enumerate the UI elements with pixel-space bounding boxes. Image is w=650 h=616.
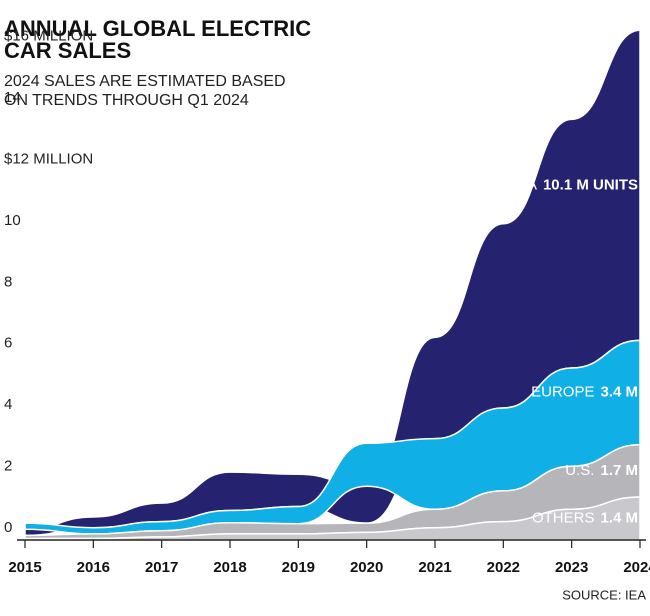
- value-label: 1.4 M: [600, 509, 638, 526]
- value-label: 1.7 M: [600, 462, 638, 479]
- y-tick-label: 10: [4, 212, 21, 229]
- y-tick-label: 2: [4, 458, 12, 475]
- y-tick-label: 6: [4, 335, 12, 352]
- series-label: CHINA: [490, 176, 537, 193]
- x-tick-label: 2016: [77, 559, 110, 576]
- x-tick-label: 2018: [213, 559, 246, 576]
- x-tick-label: 2021: [418, 559, 451, 576]
- chart-subtitle: 2024 SALES ARE ESTIMATED BASED ON TRENDS…: [4, 73, 290, 109]
- y-tick-label: 8: [4, 273, 12, 290]
- x-tick-label: 2022: [487, 559, 520, 576]
- source: SOURCE: IEA: [562, 587, 646, 602]
- series-label: U.S.: [565, 462, 594, 479]
- value-label: 3.4 M: [600, 384, 638, 401]
- y-tick-label: 0: [4, 519, 12, 536]
- x-tick-label: 2017: [145, 559, 178, 576]
- value-label: 10.1 M UNITS: [543, 176, 638, 193]
- x-tick-label: 2024: [623, 559, 650, 576]
- y-tick-label: $16 MILLION: [4, 28, 93, 45]
- x-tick-label: 2020: [350, 559, 383, 576]
- labels: 10.1 M UNITS CHINA 3.4 M EUROPE 1.7 M U.S. 1.4…: [490, 176, 638, 526]
- x-tick-label: 2019: [282, 559, 315, 576]
- x-tick-label: 2023: [555, 559, 588, 576]
- chart-title: ANNUAL GLOBAL ELECTRIC CAR SALES: [4, 16, 317, 63]
- series-label: EUROPE: [531, 384, 594, 401]
- series-label: OTHERS: [532, 509, 595, 526]
- y-tick-label: $12 MILLION: [4, 150, 93, 167]
- y-tick-label: 4: [4, 396, 12, 413]
- y-tick-label: 14: [4, 89, 21, 106]
- x-tick-label: 2015: [8, 559, 41, 576]
